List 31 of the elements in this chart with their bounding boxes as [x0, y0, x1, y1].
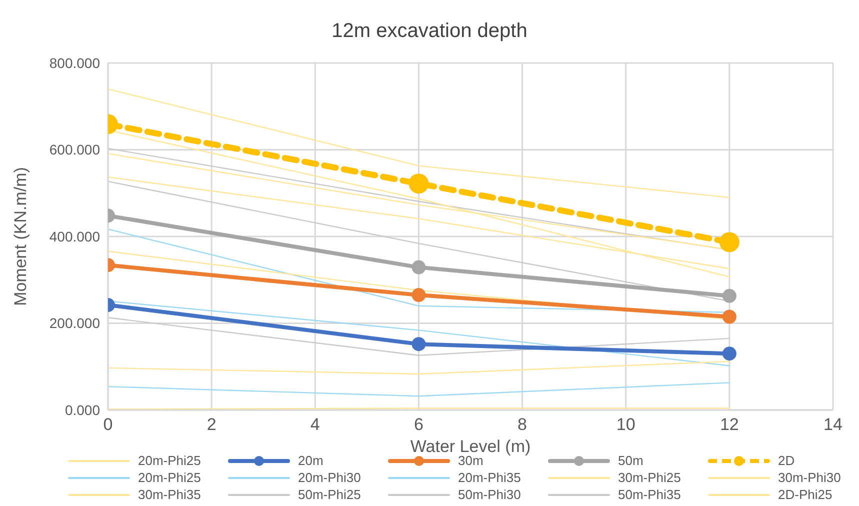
- x-tick-label: 12: [720, 415, 739, 434]
- y-tick-label: 800.000: [49, 54, 100, 71]
- y-tick-label: 600.000: [49, 142, 100, 158]
- legend-label: 20m-Phi25: [138, 470, 201, 485]
- y-tick-label: 400.000: [49, 228, 100, 244]
- legend-label: 50m-Phi25: [298, 487, 361, 502]
- legend-label: 50m-Phi35: [618, 487, 681, 502]
- legend-label: 50m-Phi30: [458, 487, 521, 502]
- x-tick-label: 8: [518, 415, 528, 434]
- x-tick-label: 10: [616, 415, 636, 434]
- x-tick-label: 14: [824, 415, 842, 434]
- legend-label: 30m-Phi25: [618, 470, 681, 485]
- x-tick-label: 4: [310, 415, 320, 434]
- legend-label: 50m: [618, 453, 644, 468]
- legend-label: 2D-Phi25: [778, 487, 832, 502]
- legend-label: 20m-Phi25: [138, 453, 201, 468]
- y-axis-title: Moment (KN.m/m): [11, 167, 30, 306]
- legend-label: 30m: [458, 453, 484, 468]
- y-tick-label: 0.000: [64, 402, 100, 418]
- legend-label: 2D: [778, 453, 795, 468]
- x-axis-title: Water Level (m): [410, 437, 531, 456]
- legend-label: 30m-Phi35: [138, 487, 201, 502]
- legend-label: 20m: [298, 453, 324, 468]
- legend-label: 20m-Phi30: [298, 470, 361, 485]
- x-tick-label: 2: [206, 415, 216, 434]
- chart-title: 12m excavation depth: [330, 20, 528, 43]
- legend-label: 20m-Phi35: [458, 470, 521, 485]
- y-tick-label: 200.000: [49, 315, 100, 332]
- legend-label: 30m-Phi30: [778, 470, 841, 485]
- x-tick-label: 0: [103, 415, 113, 434]
- x-tick-label: 6: [414, 415, 424, 434]
